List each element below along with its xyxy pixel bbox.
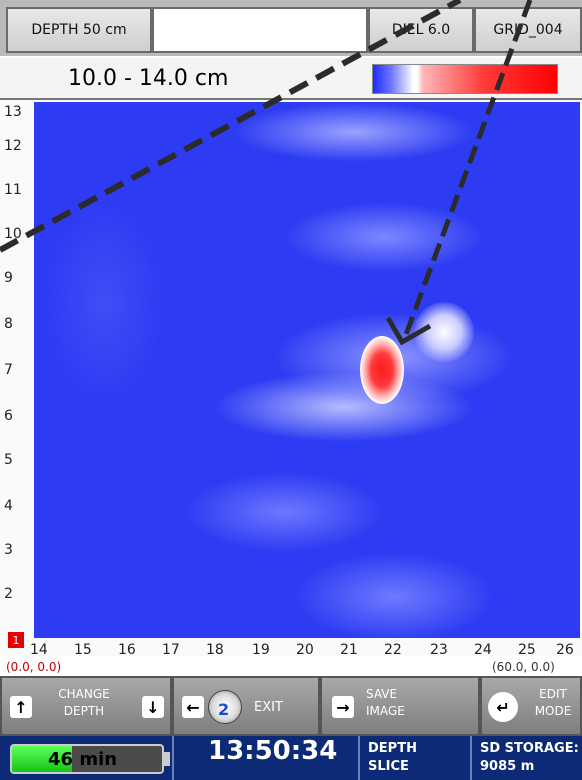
x-tick-label: 15 xyxy=(74,642,92,658)
signal-patch xyxy=(294,552,494,638)
x-tick-label: 26 xyxy=(556,642,574,658)
save-image-label-line1: SAVE xyxy=(366,687,398,701)
view-mode-line2: SLICE xyxy=(368,759,409,774)
signal-patch xyxy=(414,302,474,362)
x-tick-label: 24 xyxy=(474,642,492,658)
clock: 13:50:34 xyxy=(208,736,338,766)
y-tick-label: 3 xyxy=(4,542,13,558)
origin-marker: 1 xyxy=(8,632,24,648)
y-tick-label: 8 xyxy=(4,316,13,332)
battery-time: 46 min xyxy=(48,749,118,770)
depth-range-label: 10.0 - 14.0 cm xyxy=(68,66,229,91)
edit-mode-label-line1: EDIT xyxy=(539,687,567,701)
x-tick-label: 22 xyxy=(384,642,402,658)
x-tick-label: 16 xyxy=(118,642,136,658)
x-tick-label: 18 xyxy=(206,642,224,658)
end-coordinate: (60.0, 0.0) xyxy=(492,660,555,674)
x-tick-label: 23 xyxy=(430,642,448,658)
signal-patch xyxy=(44,202,164,402)
battery-indicator: 46 min xyxy=(10,744,164,774)
battery-cap xyxy=(164,752,170,766)
edit-mode-button[interactable]: ↵ EDIT MODE xyxy=(480,676,582,736)
signal-patch xyxy=(284,202,484,272)
depth-slice-heatmap[interactable] xyxy=(34,102,580,638)
x-tick-label: 19 xyxy=(252,642,270,658)
grid-name: GRID_004 xyxy=(474,7,582,53)
y-tick-label: 5 xyxy=(4,452,13,468)
exit-label: EXIT xyxy=(254,700,283,715)
start-coordinate: (0.0, 0.0) xyxy=(6,660,62,674)
y-tick-label: 12 xyxy=(4,138,22,154)
battery-fill xyxy=(12,746,72,772)
signal-patch xyxy=(184,472,384,552)
x-tick-label: 17 xyxy=(162,642,180,658)
x-tick-label: 21 xyxy=(340,642,358,658)
status-bar: DEPTH 50 cm DIEL 6.0 GRID_004 xyxy=(0,0,582,56)
status-message-area xyxy=(152,7,368,53)
y-tick-label: 6 xyxy=(4,408,13,424)
arrow-up-icon: ↑ xyxy=(10,696,32,718)
exit-button[interactable]: ← 2 EXIT xyxy=(172,676,320,736)
change-depth-label-line1: CHANGE xyxy=(58,687,110,701)
y-tick-label: 2 xyxy=(4,586,13,602)
save-image-label-line2: IMAGE xyxy=(366,704,405,718)
enter-icon: ↵ xyxy=(488,692,518,722)
view-mode-line1: DEPTH xyxy=(368,741,417,756)
signal-patch xyxy=(214,372,474,442)
signal-patch xyxy=(234,102,474,162)
dielectric-setting: DIEL 6.0 xyxy=(368,7,474,53)
arrow-down-icon: ↓ xyxy=(142,696,164,718)
save-image-button[interactable]: → SAVE IMAGE xyxy=(320,676,480,736)
x-tick-label: 14 xyxy=(30,642,48,658)
sd-storage-line2: 9085 m xyxy=(480,759,535,774)
y-tick-label: 9 xyxy=(4,270,13,286)
arrow-left-icon: ← xyxy=(182,696,204,718)
view-mode: DEPTH SLICE xyxy=(358,736,470,780)
x-tick-label: 25 xyxy=(518,642,536,658)
y-tick-label: 10 xyxy=(4,226,22,242)
sd-storage-line1: SD STORAGE: xyxy=(480,741,579,756)
target-anomaly[interactable] xyxy=(360,336,404,404)
y-tick-label: 4 xyxy=(4,498,13,514)
footer-status: 46 min 13:50:34 DEPTH SLICE SD STORAGE: … xyxy=(0,736,582,780)
y-tick-label: 13 xyxy=(4,104,22,120)
clock-cell: 13:50:34 xyxy=(172,736,358,780)
y-tick-label: 11 xyxy=(4,182,22,198)
edit-mode-label-line2: MODE xyxy=(534,704,572,718)
color-scale-bar xyxy=(372,64,558,94)
gauge-badge: 2 xyxy=(218,700,230,719)
y-tick-label: 7 xyxy=(4,362,13,378)
gauge-icon xyxy=(208,690,242,724)
arrow-right-icon: → xyxy=(332,696,354,718)
change-depth-button[interactable]: ↑ CHANGE DEPTH ↓ xyxy=(0,676,172,736)
depth-setting: DEPTH 50 cm xyxy=(6,7,152,53)
control-bar: ↑ CHANGE DEPTH ↓ ← 2 EXIT → SAVE IMAGE ↵… xyxy=(0,676,582,736)
sd-storage: SD STORAGE: 9085 m xyxy=(470,736,582,780)
change-depth-label-line2: DEPTH xyxy=(63,704,105,718)
x-tick-label: 20 xyxy=(296,642,314,658)
